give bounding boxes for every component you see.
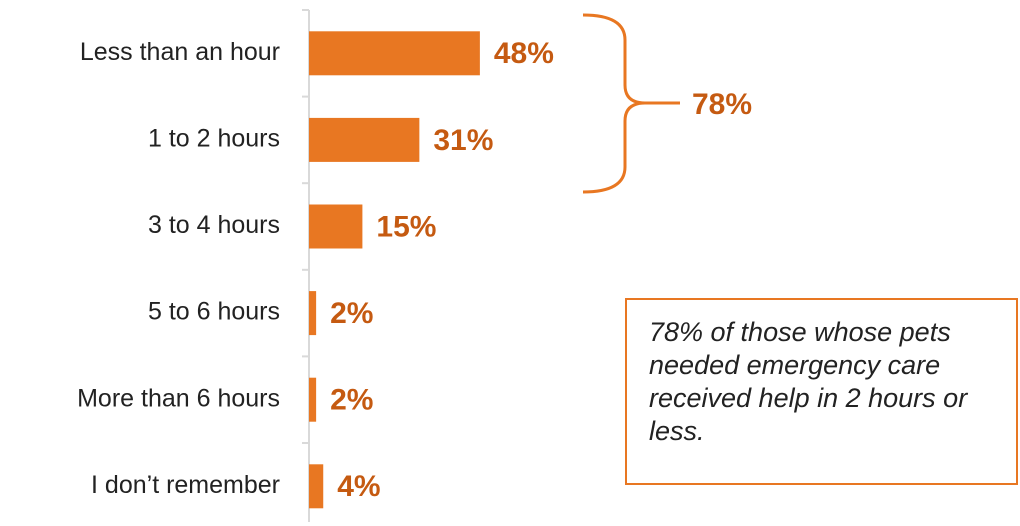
- bar: [309, 204, 363, 249]
- bar: [309, 464, 324, 509]
- category-label: Less than an hour: [80, 38, 280, 66]
- category-label: 3 to 4 hours: [148, 211, 280, 239]
- category-label: I don’t remember: [91, 471, 280, 499]
- bar: [309, 291, 317, 336]
- callout: 78% of those whose pets needed emergency…: [625, 298, 1018, 485]
- bracket: [582, 13, 680, 194]
- value-label: 4%: [337, 470, 380, 503]
- value-label: 2%: [330, 297, 373, 330]
- category-label: 1 to 2 hours: [148, 125, 280, 153]
- value-label: 31%: [433, 124, 493, 157]
- bar: [309, 117, 420, 162]
- category-label: More than 6 hours: [77, 384, 280, 412]
- category-label: 5 to 6 hours: [148, 298, 280, 326]
- bracket-label: 78%: [692, 88, 752, 121]
- value-label: 48%: [494, 37, 554, 70]
- bar: [309, 31, 480, 76]
- value-label: 15%: [376, 210, 436, 243]
- bar: [309, 377, 317, 422]
- value-label: 2%: [330, 384, 373, 417]
